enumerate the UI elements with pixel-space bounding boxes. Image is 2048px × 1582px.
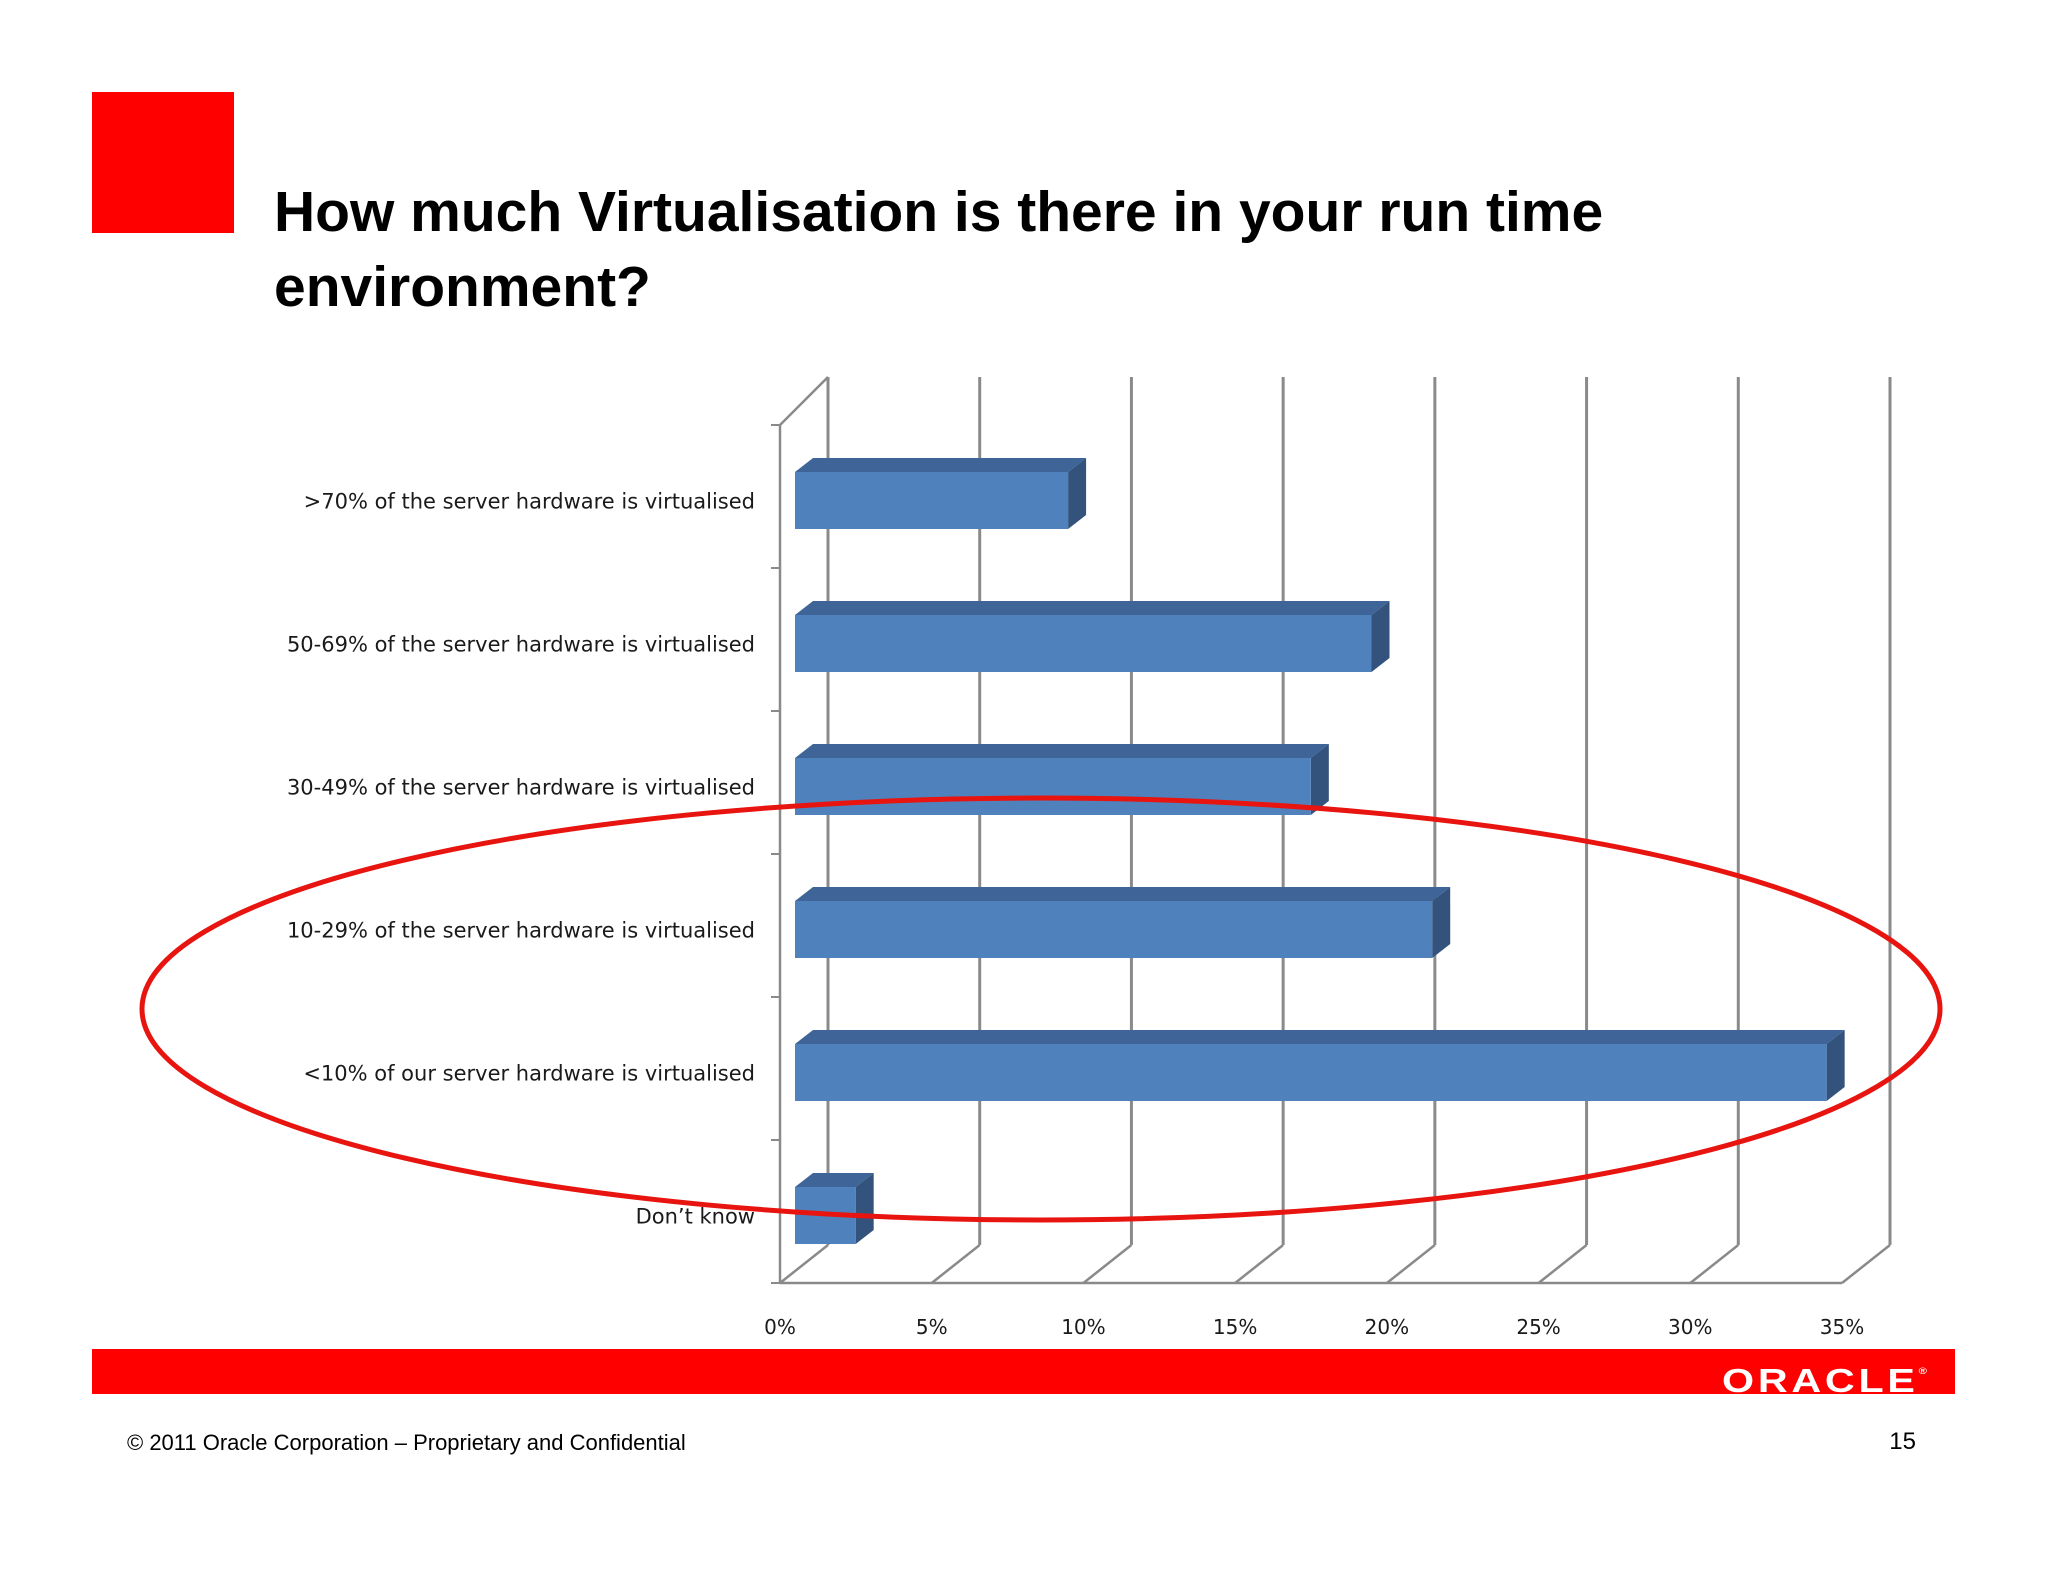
floor-gridline: [1082, 1244, 1133, 1284]
floor-gridline: [1841, 1244, 1891, 1284]
category-label: 50-69% of the server hardware is virtual…: [287, 633, 755, 657]
floor-gridline: [1689, 1244, 1740, 1284]
category-label: 10-29% of the server hardware is virtual…: [287, 919, 755, 943]
floor-gridline: [930, 1244, 981, 1284]
floor-gridline: [779, 1244, 829, 1284]
x-tick-label: 5%: [916, 1315, 948, 1339]
bar-side-face: [1432, 887, 1451, 958]
x-tick-label: 35%: [1820, 1315, 1864, 1339]
category-label: 30-49% of the server hardware is virtual…: [287, 776, 755, 800]
bar-top-face: [795, 887, 1451, 901]
x-tick-label: 25%: [1516, 1315, 1560, 1339]
bar-side-face: [1371, 601, 1390, 672]
highlight-ellipse: [139, 795, 1943, 1223]
copyright-notice: © 2011 Oracle Corporation – Proprietary …: [127, 1430, 686, 1455]
category-label: >70% of the server hardware is virtualis…: [304, 490, 755, 514]
bar: [795, 901, 1433, 958]
bar-side-face: [1068, 458, 1087, 529]
bar: [795, 1044, 1827, 1101]
oracle-logo: ORACLE®: [1722, 1349, 1927, 1399]
x-tick-label: 20%: [1365, 1315, 1409, 1339]
bar: [795, 472, 1069, 529]
bar-top-face: [795, 458, 1087, 472]
bar-side-face: [1310, 744, 1329, 815]
bar-side-face: [1826, 1030, 1845, 1101]
bar-top-face: [795, 1173, 874, 1187]
bar: [795, 615, 1372, 672]
bar-top-face: [795, 601, 1390, 615]
oracle-logo-text: ORACLE: [1722, 1362, 1919, 1399]
floor-gridline: [1537, 1244, 1588, 1284]
wall-top-edge: [779, 376, 829, 426]
bar-side-face: [855, 1173, 874, 1244]
slide-title: How much Virtualisation is there in your…: [274, 180, 1604, 319]
page-number: 15: [1889, 1428, 1916, 1455]
bar-top-face: [795, 744, 1329, 758]
floor-gridline: [1386, 1244, 1436, 1284]
footer-red-bar: [92, 1349, 1955, 1394]
floor-gridline: [1234, 1244, 1284, 1284]
category-label: <10% of our server hardware is virtualis…: [303, 1062, 755, 1086]
x-tick-label: 15%: [1213, 1315, 1257, 1339]
x-tick-label: 10%: [1061, 1315, 1105, 1339]
bar-top-face: [795, 1030, 1845, 1044]
x-tick-label: 0%: [764, 1315, 796, 1339]
brand-red-square: [92, 92, 234, 233]
x-tick-label: 30%: [1668, 1315, 1712, 1339]
oracle-logo-mark: ®: [1918, 1366, 1927, 1376]
bar: [795, 758, 1311, 815]
